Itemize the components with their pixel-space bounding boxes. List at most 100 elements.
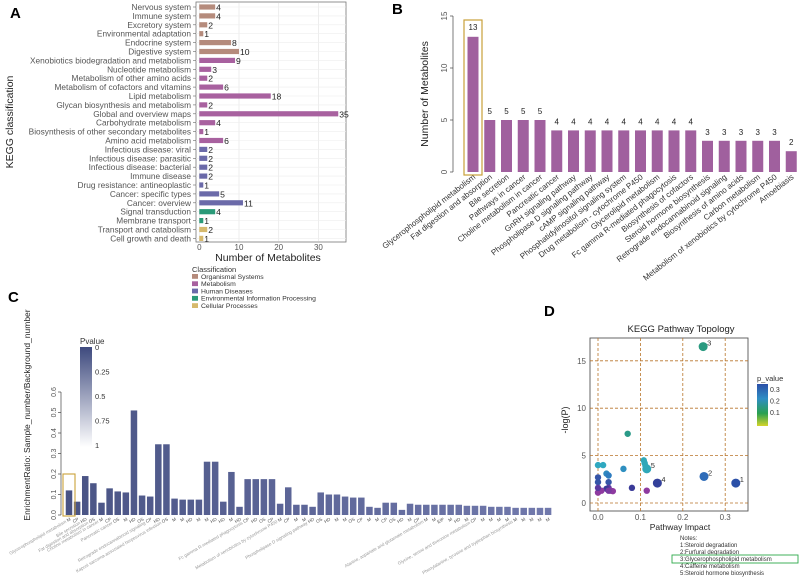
bar-axis-label: OS bbox=[136, 517, 144, 525]
bar bbox=[98, 502, 105, 515]
legend-swatch bbox=[192, 274, 198, 279]
bar bbox=[195, 499, 203, 515]
bar bbox=[199, 155, 208, 161]
bar bbox=[293, 504, 300, 515]
legend-swatch bbox=[192, 281, 198, 287]
bar-code-label: OS bbox=[161, 517, 169, 525]
bar-value-label: 5 bbox=[488, 107, 493, 116]
bar bbox=[496, 506, 503, 515]
panel-a-chart: Number of Metabolites KEGG classificatio… bbox=[4, 1, 349, 310]
bar-value-label: 2 bbox=[208, 172, 213, 182]
bar-axis-label: M bbox=[123, 516, 129, 522]
bar bbox=[73, 501, 81, 515]
bar bbox=[171, 498, 178, 515]
bar-value-label: 10 bbox=[240, 47, 250, 57]
data-point bbox=[594, 474, 602, 481]
bar bbox=[199, 75, 208, 81]
category-label: Transport and catabolism bbox=[98, 225, 191, 235]
bar bbox=[390, 502, 398, 515]
bar-code-label: CP bbox=[283, 517, 291, 524]
bar bbox=[163, 444, 170, 515]
bar-code-label: OS bbox=[388, 517, 396, 525]
y-tick-label: 15 bbox=[577, 357, 586, 366]
point-label: 5 bbox=[651, 461, 655, 470]
y-tick-label: 0.3 bbox=[51, 449, 58, 459]
bar-code-label: M bbox=[480, 516, 486, 522]
panel-label-a: A bbox=[10, 5, 21, 22]
bar bbox=[199, 111, 339, 117]
bar bbox=[431, 504, 438, 515]
bar bbox=[199, 31, 204, 37]
bar bbox=[463, 505, 471, 515]
panel-label-d: D bbox=[544, 303, 555, 320]
bar-value-label: 8 bbox=[232, 38, 237, 48]
data-point bbox=[624, 430, 631, 437]
bar bbox=[536, 507, 544, 515]
data-point bbox=[698, 342, 708, 352]
bar-code-label: M bbox=[342, 516, 348, 522]
bar bbox=[146, 496, 154, 515]
bar bbox=[199, 102, 208, 108]
bar-axis-label: CP bbox=[267, 517, 275, 524]
bar-axis-label: CP bbox=[356, 517, 364, 524]
bar bbox=[517, 120, 529, 172]
bar-code-label: HD bbox=[210, 516, 219, 524]
bar-axis-label: M bbox=[431, 516, 437, 522]
bar-axis-label: HD bbox=[218, 516, 227, 524]
bar-axis-label: M bbox=[480, 516, 486, 522]
bar bbox=[635, 130, 646, 172]
bar bbox=[199, 235, 204, 241]
bar-axis-label: CP bbox=[413, 517, 421, 524]
bar-value-label: 3 bbox=[739, 128, 744, 137]
bar bbox=[668, 130, 680, 172]
bar bbox=[199, 57, 236, 63]
y-tick-label: 5 bbox=[440, 117, 449, 122]
bar-axis-label: M bbox=[204, 516, 210, 522]
bar-axis-label: M bbox=[520, 516, 526, 522]
bar-code-label: EIP bbox=[436, 517, 445, 525]
bar-code-label: M bbox=[545, 516, 551, 522]
category-label: Digestive system bbox=[128, 47, 191, 57]
bar bbox=[211, 461, 219, 515]
bar-code-label: M bbox=[520, 516, 526, 522]
bar-code-label: M bbox=[512, 516, 518, 522]
legend-swatch bbox=[192, 303, 198, 308]
bar bbox=[333, 494, 341, 515]
bar-value-label: 4 bbox=[216, 11, 221, 21]
bar-axis-label: M bbox=[537, 516, 543, 522]
bar bbox=[155, 444, 162, 515]
bar bbox=[81, 476, 89, 515]
legend-label: Human Diseases bbox=[201, 288, 253, 295]
y-tick-label: 15 bbox=[440, 11, 449, 20]
bar bbox=[199, 182, 204, 188]
bar-code-label: M bbox=[98, 516, 104, 522]
point-label: 4 bbox=[661, 475, 665, 484]
y-tick-label: 0.1 bbox=[51, 490, 58, 500]
bar bbox=[551, 130, 563, 172]
panel-b-chart: Number of Metabolites 05101513Glyceropho… bbox=[381, 11, 797, 283]
bar bbox=[349, 497, 357, 515]
bar-value-label: 6 bbox=[224, 136, 229, 146]
bar-code-label: M bbox=[66, 516, 72, 522]
panel-d-chart: KEGG Pathway Topology Pathway Impact -lo… bbox=[560, 324, 799, 577]
bar bbox=[309, 506, 316, 515]
legend-label: Metabolism bbox=[201, 281, 236, 288]
bar bbox=[568, 130, 579, 172]
bar-axis-label: M bbox=[366, 516, 372, 522]
bar bbox=[528, 507, 536, 515]
data-point bbox=[594, 478, 602, 486]
category-label: Phenylalanine, tyrosine and tryptophan b… bbox=[421, 518, 515, 575]
point-label: 2 bbox=[708, 468, 712, 477]
panel-b-y-title: Number of Metabolites bbox=[419, 41, 431, 147]
bar-axis-label: CP bbox=[380, 517, 388, 524]
bar-code-label: CP bbox=[242, 517, 250, 524]
bar-code-label: OS bbox=[88, 517, 96, 525]
data-point bbox=[620, 465, 627, 473]
y-tick-label: 0.6 bbox=[51, 387, 58, 397]
data-point bbox=[642, 462, 649, 470]
bar-value-label: 5 bbox=[504, 107, 509, 116]
category-label: Infectious disease: bacterial bbox=[89, 162, 192, 172]
bar-axis-label: M bbox=[545, 516, 551, 522]
bar-code-label: HD bbox=[323, 516, 332, 524]
